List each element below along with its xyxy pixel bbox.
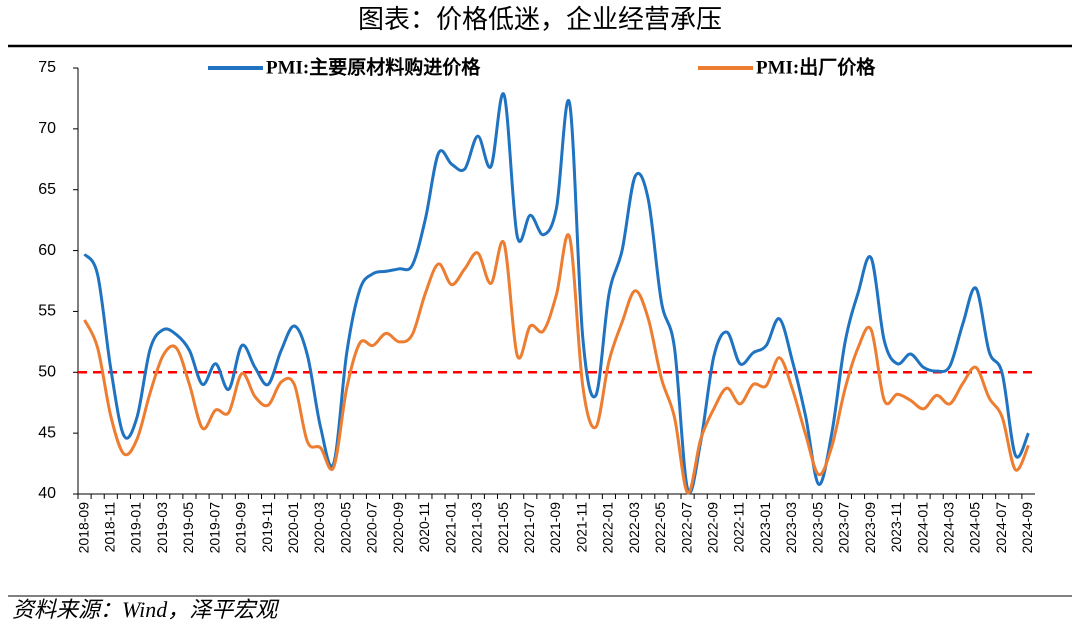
x-tick-label: 2021-07 bbox=[521, 502, 537, 554]
x-tick-label: 2022-09 bbox=[705, 502, 721, 554]
x-tick-label: 2019-07 bbox=[206, 502, 222, 554]
chart-title: 图表：价格低迷，企业经营承压 bbox=[358, 5, 722, 34]
x-tick-label: 2023-11 bbox=[888, 502, 904, 553]
x-tick-label: 2020-11 bbox=[416, 502, 432, 553]
series-line bbox=[83, 233, 1030, 495]
x-tick-label: 2019-01 bbox=[128, 502, 144, 554]
x-tick-label: 2022-03 bbox=[626, 502, 642, 554]
x-tick-label: 2018-09 bbox=[75, 502, 91, 554]
x-tick-label: 2021-05 bbox=[495, 502, 511, 554]
x-tick-label: 2024-01 bbox=[914, 502, 930, 554]
x-tick-label: 2020-03 bbox=[311, 502, 327, 554]
x-tick-label: 2024-03 bbox=[940, 502, 956, 554]
x-tick-label: 2023-05 bbox=[809, 502, 825, 554]
x-tick-label: 2024-05 bbox=[967, 502, 983, 554]
x-tick-label: 2023-09 bbox=[862, 502, 878, 554]
y-tick-label: 70 bbox=[38, 120, 56, 137]
series-line bbox=[83, 92, 1030, 494]
y-tick-label: 50 bbox=[38, 364, 56, 381]
x-tick-label: 2022-05 bbox=[652, 502, 668, 554]
x-tick-label: 2019-03 bbox=[154, 502, 170, 554]
x-tick-label: 2021-09 bbox=[547, 502, 563, 554]
x-tick-label: 2018-11 bbox=[101, 502, 117, 553]
source: 资料来源：Wind，泽平宏观 bbox=[12, 597, 280, 622]
y-tick-label: 65 bbox=[38, 181, 56, 198]
x-tick-label: 2022-07 bbox=[678, 502, 694, 554]
x-tick-label: 2024-07 bbox=[993, 502, 1009, 554]
x-tick-label: 2020-09 bbox=[390, 502, 406, 554]
x-tick-label: 2023-07 bbox=[836, 502, 852, 554]
legend-label: PMI:主要原材料购进价格 bbox=[266, 55, 481, 78]
legend-label: PMI:出厂价格 bbox=[756, 55, 876, 78]
x-tick-label: 2022-11 bbox=[731, 502, 747, 553]
x-tick-label: 2024-09 bbox=[1019, 502, 1035, 554]
x-tick-label: 2020-05 bbox=[337, 502, 353, 554]
y-tick-label: 75 bbox=[38, 59, 56, 76]
x-tick-label: 2022-01 bbox=[600, 502, 616, 554]
x-tick-label: 2019-09 bbox=[233, 502, 249, 554]
x-tick-label: 2021-03 bbox=[469, 502, 485, 554]
x-tick-label: 2019-11 bbox=[259, 502, 275, 553]
x-tick-label: 2023-03 bbox=[783, 502, 799, 554]
y-tick-label: 55 bbox=[38, 303, 56, 320]
x-tick-label: 2019-05 bbox=[180, 502, 196, 554]
x-tick-label: 2020-01 bbox=[285, 502, 301, 554]
x-tick-label: 2021-01 bbox=[442, 502, 458, 554]
y-tick-label: 45 bbox=[38, 424, 56, 441]
y-tick-label: 60 bbox=[38, 242, 56, 259]
x-tick-label: 2020-07 bbox=[364, 502, 380, 554]
y-tick-label: 40 bbox=[38, 485, 56, 502]
x-tick-label: 2023-01 bbox=[757, 502, 773, 554]
x-tick-label: 2021-11 bbox=[573, 502, 589, 553]
